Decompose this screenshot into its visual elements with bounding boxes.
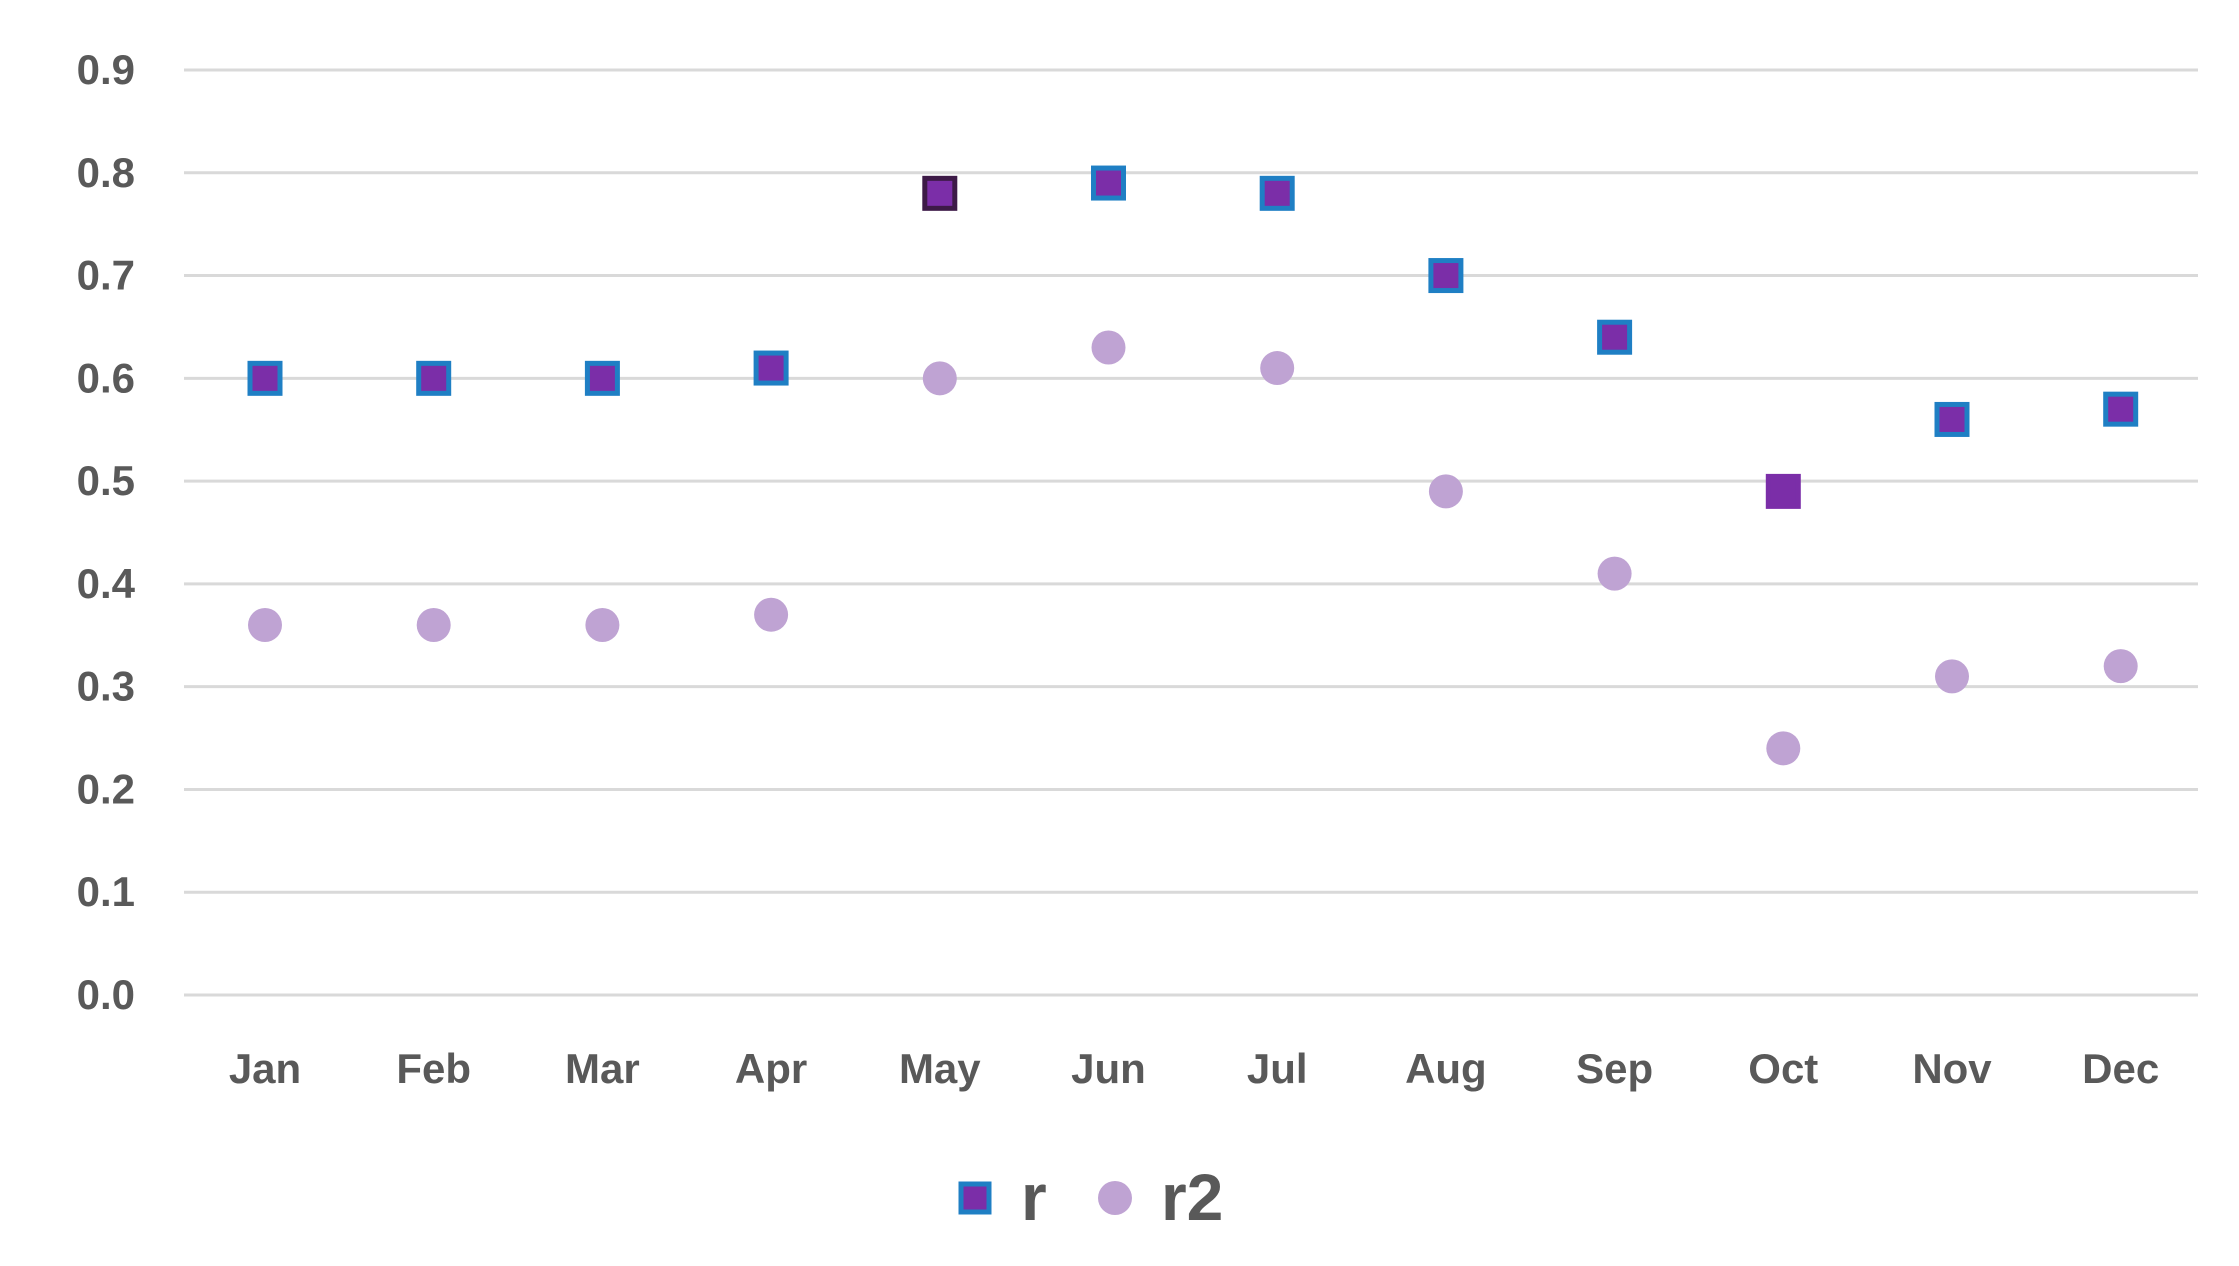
x-tick-label: Oct <box>1748 1045 1818 1092</box>
series-markers <box>247 165 2139 766</box>
y-tick-label: 0.0 <box>77 971 135 1018</box>
legend-item-r[interactable]: r <box>958 1160 1047 1234</box>
data-point-r[interactable] <box>753 350 789 386</box>
data-point-r2[interactable] <box>248 608 282 642</box>
data-point-r2[interactable] <box>1935 659 1969 694</box>
x-tick-label: Jul <box>1247 1045 1308 1092</box>
data-point-r[interactable] <box>922 175 958 211</box>
data-point-r2[interactable] <box>1766 731 1801 766</box>
data-point-r2[interactable] <box>416 608 451 642</box>
y-tick-label: 0.2 <box>77 765 135 812</box>
data-point-r2[interactable] <box>1597 556 1632 591</box>
legend-label-r: r <box>1021 1160 1047 1234</box>
data-point-r[interactable] <box>1428 258 1464 294</box>
legend-label-r2: r2 <box>1161 1160 1223 1234</box>
data-point-r[interactable] <box>1765 473 1801 509</box>
x-tick-label: May <box>899 1045 981 1092</box>
y-tick-label: 0.4 <box>77 560 136 607</box>
y-tick-label: 0.5 <box>77 457 135 504</box>
legend: r r2 <box>958 1160 1223 1234</box>
y-axis: 0.0 0.1 0.2 0.3 0.4 0.5 0.6 0.7 0.8 0.9 <box>77 46 136 1018</box>
data-point-r2[interactable] <box>754 597 789 632</box>
x-tick-label: Apr <box>735 1045 807 1092</box>
x-tick-label: Dec <box>2082 1045 2159 1092</box>
legend-marker-r2 <box>1098 1181 1132 1215</box>
data-point-r2[interactable] <box>585 608 620 642</box>
y-tick-label: 0.3 <box>77 663 135 710</box>
x-tick-label: Jan <box>229 1045 301 1092</box>
data-point-r[interactable] <box>2103 391 2139 427</box>
x-tick-label: Nov <box>1912 1045 1992 1092</box>
y-tick-label: 0.7 <box>77 252 135 299</box>
x-axis: Jan Feb Mar Apr May Jun Jul Aug Sep Oct Nov Dec <box>229 1045 2159 1092</box>
data-point-r2[interactable] <box>922 361 957 396</box>
data-point-r[interactable] <box>1091 165 1126 201</box>
x-tick-label: Sep <box>1576 1045 1653 1092</box>
data-point-r[interactable] <box>247 360 283 396</box>
y-tick-label: 0.8 <box>77 149 135 196</box>
data-point-r2[interactable] <box>1428 474 1463 509</box>
series-r2 <box>248 330 2138 766</box>
data-point-r[interactable] <box>416 360 452 396</box>
data-point-r[interactable] <box>584 360 620 396</box>
data-point-r2[interactable] <box>1260 351 1295 386</box>
x-tick-label: Mar <box>565 1045 640 1092</box>
data-point-r[interactable] <box>1934 401 1970 437</box>
y-tick-label: 0.1 <box>77 868 135 915</box>
x-tick-label: Aug <box>1405 1045 1487 1092</box>
legend-marker-r <box>958 1181 992 1215</box>
data-point-r2[interactable] <box>2103 649 2138 684</box>
data-point-r[interactable] <box>1259 175 1295 211</box>
data-point-r2[interactable] <box>1091 330 1126 365</box>
y-tick-label: 0.9 <box>77 46 135 93</box>
x-tick-label: Feb <box>396 1045 471 1092</box>
data-point-r[interactable] <box>1597 319 1633 355</box>
x-tick-label: Jun <box>1071 1045 1146 1092</box>
y-tick-label: 0.6 <box>77 354 135 401</box>
gridlines <box>184 68 2198 997</box>
legend-item-r2[interactable]: r2 <box>1098 1160 1223 1234</box>
series-r <box>247 165 2139 509</box>
